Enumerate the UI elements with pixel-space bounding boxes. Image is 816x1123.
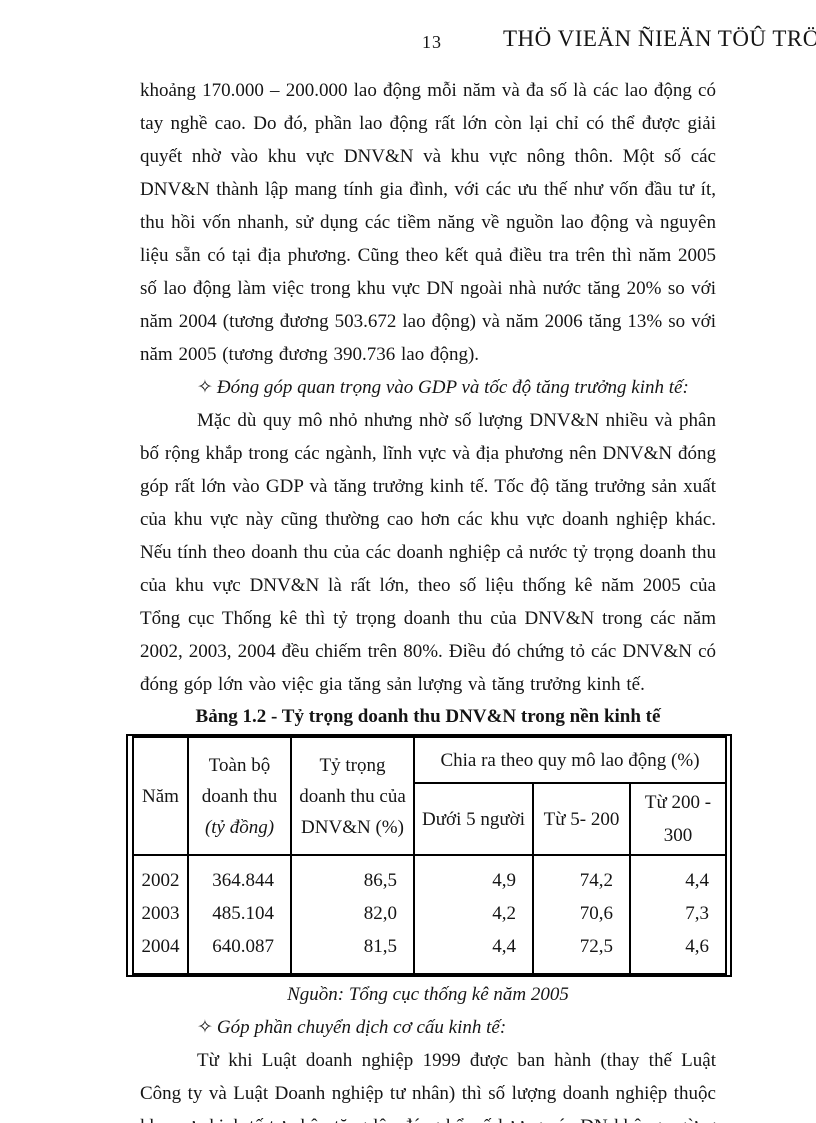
cell-total-revenue: 485.104 bbox=[187, 897, 292, 930]
col-header-revenue-share-line3: DNV&N (%) bbox=[301, 816, 404, 838]
revenue-table-body: 2002 364.844 86,5 4,9 74,2 4,4 2003 485.… bbox=[132, 855, 728, 974]
cell-200-to-300: 4,6 bbox=[628, 930, 728, 974]
col-header-200-to-300: Từ 200 - 300 bbox=[628, 782, 728, 856]
cell-under-5: 4,9 bbox=[413, 855, 534, 897]
cell-revenue-share: 82,0 bbox=[290, 897, 415, 930]
cell-under-5: 4,4 bbox=[413, 930, 534, 974]
col-header-total-revenue-line1: Toàn bộ bbox=[208, 754, 271, 776]
col-header-total-revenue-line2: doanh thu bbox=[201, 785, 278, 807]
cell-year: 2004 bbox=[132, 930, 189, 974]
table-row-2003: 2003 485.104 82,0 4,2 70,6 7,3 bbox=[132, 897, 728, 930]
table-source: Nguồn: Tổng cục thống kê năm 2005 bbox=[287, 984, 569, 1005]
bullet-gdp-contribution-label: Đóng góp quan trọng vào GDP và tốc độ tă… bbox=[216, 377, 689, 398]
paragraph-gdp-growth: Mặc dù quy mô nhỏ nhưng nhờ số lượng DNV… bbox=[140, 410, 716, 695]
cell-revenue-share: 81,5 bbox=[290, 930, 415, 974]
cell-revenue-share: 86,5 bbox=[290, 855, 415, 897]
paragraph-employment: khoảng 170.000 – 200.000 lao động mỗi nă… bbox=[140, 80, 716, 365]
col-header-revenue-share: Tỷ trọng doanh thu của DNV&N (%) bbox=[290, 736, 415, 856]
revenue-table: Năm Toàn bộ doanh thu (tỷ đồng) Tỷ trọng… bbox=[132, 736, 728, 975]
col-header-5-to-200: Từ 5- 200 bbox=[532, 782, 631, 856]
col-header-revenue-share-line2: doanh thu của bbox=[299, 785, 406, 807]
revenue-table-header: Năm Toàn bộ doanh thu (tỷ đồng) Tỷ trọng… bbox=[132, 736, 728, 856]
cell-200-to-300: 4,4 bbox=[628, 855, 728, 897]
cell-total-revenue: 640.087 bbox=[187, 930, 292, 974]
col-header-total-revenue: Toàn bộ doanh thu (tỷ đồng) bbox=[187, 736, 292, 856]
watermark-text: THÖ VIEÄN ÑIEÄN TÖÛ TRÖÏC TUYEÁN bbox=[503, 26, 816, 51]
cell-under-5: 4,2 bbox=[413, 897, 534, 930]
cell-year: 2003 bbox=[132, 897, 189, 930]
page-content: khoảng 170.000 – 200.000 lao động mỗi nă… bbox=[126, 74, 732, 1123]
table-row-2004: 2004 640.087 81,5 4,4 72,5 4,6 bbox=[132, 930, 728, 974]
col-header-under-5: Dưới 5 người bbox=[413, 782, 534, 856]
col-header-year: Năm bbox=[132, 736, 189, 856]
four-pointed-star-icon: ✧ bbox=[197, 377, 213, 398]
four-pointed-star-icon: ✧ bbox=[197, 1017, 213, 1038]
cell-200-to-300: 7,3 bbox=[628, 897, 728, 930]
cell-total-revenue: 364.844 bbox=[187, 855, 292, 897]
bullet-structure-shift-label: Góp phần chuyển dịch cơ cấu kinh tế: bbox=[216, 1017, 507, 1038]
col-header-total-revenue-unit: (tỷ đồng) bbox=[204, 816, 275, 838]
cell-year: 2002 bbox=[132, 855, 189, 897]
paragraph-enterprise-law: Từ khi Luật doanh nghiệp 1999 được ban h… bbox=[140, 1050, 716, 1123]
cell-5-to-200: 72,5 bbox=[532, 930, 631, 974]
cell-5-to-200: 70,6 bbox=[532, 897, 631, 930]
col-header-revenue-share-line1: Tỷ trọng bbox=[319, 754, 386, 776]
bullet-structure-shift: ✧ Góp phần chuyển dịch cơ cấu kinh tế: bbox=[140, 1011, 716, 1044]
page-number: 13 bbox=[422, 32, 442, 52]
table-caption: Bảng 1.2 - Tỷ trọng doanh thu DNV&N tron… bbox=[195, 706, 661, 727]
cell-5-to-200: 74,2 bbox=[532, 855, 631, 897]
revenue-table-frame: Năm Toàn bộ doanh thu (tỷ đồng) Tỷ trọng… bbox=[126, 734, 732, 977]
table-row-2002: 2002 364.844 86,5 4,9 74,2 4,4 bbox=[132, 855, 728, 897]
bullet-gdp-contribution: ✧ Đóng góp quan trọng vào GDP và tốc độ t… bbox=[140, 371, 716, 404]
col-header-labor-size-group: Chia ra theo quy mô lao động (%) bbox=[412, 736, 728, 784]
